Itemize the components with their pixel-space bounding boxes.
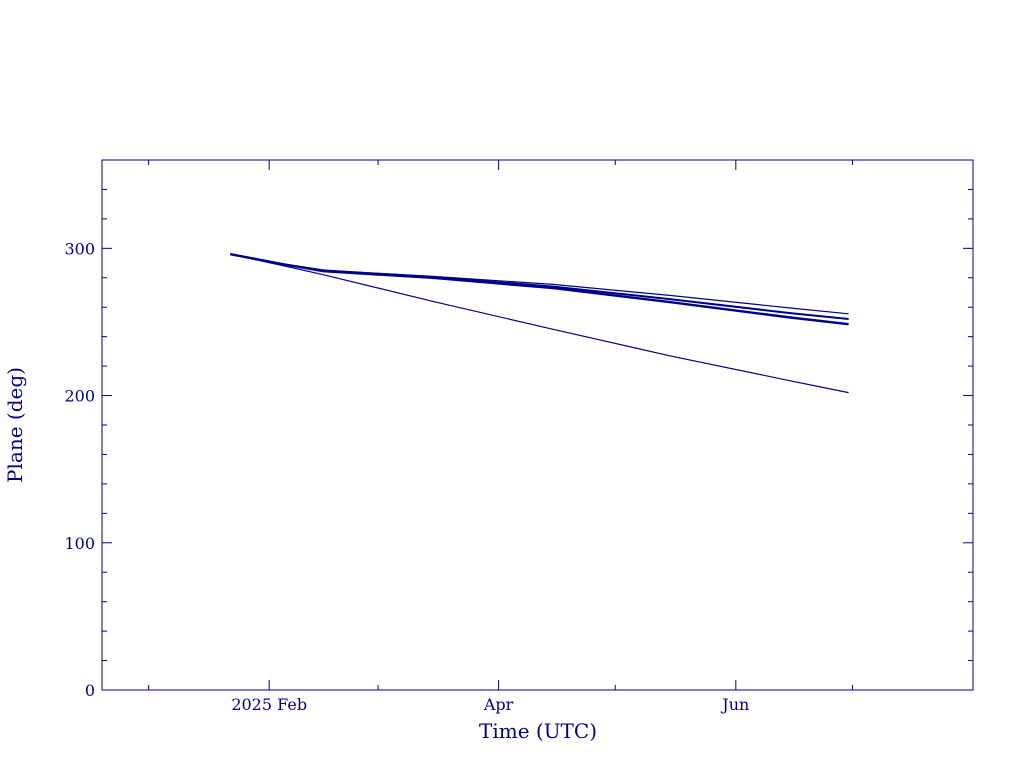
y-axis-title: Plane (deg) [3,367,27,483]
axis-ticks [102,159,973,691]
y-tick-label: 200 [64,387,95,406]
y-tick-label: 0 [85,681,95,700]
x-tick-label: 2025 Feb [231,695,307,714]
tick-labels: 2025 Feb Apr Jun 0 100 200 300 [64,239,749,714]
series-line [230,253,849,326]
x-tick-label: Jun [720,695,749,714]
y-tick-label: 300 [64,239,95,258]
plot-frame [101,159,974,691]
y-tick-label: 100 [64,534,95,553]
series-line [230,253,849,315]
x-axis-title: Time (UTC) [479,719,597,743]
series-line [230,253,849,394]
x-tick-label: Apr [483,695,514,714]
series-group [230,253,849,394]
